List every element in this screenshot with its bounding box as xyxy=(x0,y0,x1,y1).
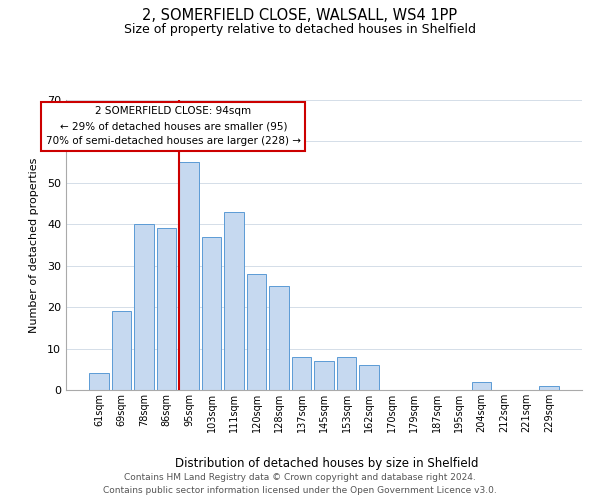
Bar xyxy=(157,228,176,390)
Text: Size of property relative to detached houses in Shelfield: Size of property relative to detached ho… xyxy=(124,22,476,36)
Text: 2, SOMERFIELD CLOSE, WALSALL, WS4 1PP: 2, SOMERFIELD CLOSE, WALSALL, WS4 1PP xyxy=(142,8,458,22)
Bar xyxy=(337,357,356,390)
Bar xyxy=(359,365,379,390)
Bar xyxy=(539,386,559,390)
Bar xyxy=(314,361,334,390)
Bar xyxy=(202,236,221,390)
Text: Contains HM Land Registry data © Crown copyright and database right 2024.
Contai: Contains HM Land Registry data © Crown c… xyxy=(103,474,497,495)
Bar xyxy=(112,312,131,390)
Bar xyxy=(247,274,266,390)
Bar xyxy=(292,357,311,390)
Bar xyxy=(472,382,491,390)
Text: 2 SOMERFIELD CLOSE: 94sqm
← 29% of detached houses are smaller (95)
70% of semi-: 2 SOMERFIELD CLOSE: 94sqm ← 29% of detac… xyxy=(46,106,301,146)
Bar xyxy=(89,374,109,390)
Bar xyxy=(269,286,289,390)
Text: Distribution of detached houses by size in Shelfield: Distribution of detached houses by size … xyxy=(175,458,479,470)
Bar xyxy=(224,212,244,390)
Bar xyxy=(134,224,154,390)
Bar xyxy=(179,162,199,390)
Y-axis label: Number of detached properties: Number of detached properties xyxy=(29,158,38,332)
